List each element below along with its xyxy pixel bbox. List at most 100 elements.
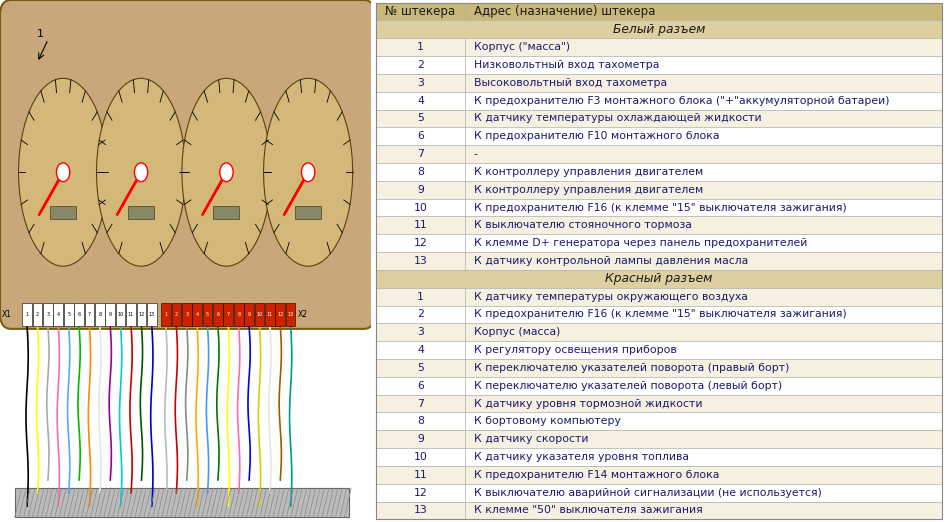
Bar bbox=[465, 466, 942, 484]
Bar bbox=[376, 74, 465, 92]
Bar bbox=[74, 303, 84, 326]
Bar bbox=[465, 430, 942, 448]
Bar bbox=[84, 303, 95, 326]
Bar bbox=[255, 303, 264, 326]
Bar bbox=[376, 38, 465, 56]
Bar bbox=[23, 303, 32, 326]
Text: Корпус (масса): Корпус (масса) bbox=[474, 327, 560, 337]
Text: К предохранителю F3 монтажного блока ("+"аккумуляторной батареи): К предохранителю F3 монтажного блока ("+… bbox=[474, 96, 889, 105]
Bar bbox=[376, 502, 465, 519]
Bar bbox=[376, 484, 465, 502]
Bar bbox=[376, 252, 465, 270]
Bar bbox=[376, 199, 465, 217]
Text: К клемме "50" выключателя зажигания: К клемме "50" выключателя зажигания bbox=[474, 505, 703, 516]
Bar bbox=[465, 181, 942, 199]
Bar bbox=[116, 303, 125, 326]
Bar bbox=[465, 448, 942, 466]
Text: Корпус ("масса"): Корпус ("масса") bbox=[474, 42, 570, 52]
Bar bbox=[147, 303, 156, 326]
Circle shape bbox=[57, 163, 70, 182]
Bar bbox=[276, 303, 285, 326]
Bar bbox=[465, 145, 942, 163]
Bar bbox=[376, 412, 465, 430]
Bar bbox=[213, 303, 223, 326]
Text: 10: 10 bbox=[117, 312, 124, 317]
Text: К предохранителю F16 (к клемме "15" выключателя зажигания): К предохранителю F16 (к клемме "15" выкл… bbox=[474, 203, 847, 212]
Bar bbox=[376, 395, 465, 412]
Text: 13: 13 bbox=[288, 312, 294, 317]
Bar bbox=[192, 303, 202, 326]
Bar bbox=[465, 323, 942, 341]
Text: 1: 1 bbox=[37, 29, 45, 39]
Text: 3: 3 bbox=[417, 78, 424, 88]
Text: 1: 1 bbox=[417, 292, 424, 302]
Bar bbox=[376, 359, 465, 377]
Text: 1: 1 bbox=[26, 312, 28, 317]
Bar bbox=[53, 303, 63, 326]
Text: 10: 10 bbox=[257, 312, 262, 317]
Text: К предохранителю F10 монтажного блока: К предохранителю F10 монтажного блока bbox=[474, 131, 719, 141]
Bar bbox=[376, 448, 465, 466]
Text: К предохранителю F16 (к клемме "15" выключателя зажигания): К предохранителю F16 (к клемме "15" выкл… bbox=[474, 310, 847, 319]
Bar bbox=[295, 206, 321, 219]
Text: 1: 1 bbox=[165, 312, 168, 317]
Text: 3: 3 bbox=[186, 312, 188, 317]
Text: 2: 2 bbox=[417, 310, 424, 319]
Bar bbox=[43, 303, 53, 326]
Bar bbox=[465, 217, 942, 234]
Text: 5: 5 bbox=[417, 363, 424, 373]
Text: 7: 7 bbox=[226, 312, 230, 317]
Text: 5: 5 bbox=[205, 312, 209, 317]
Text: К датчику скорости: К датчику скорости bbox=[474, 434, 588, 444]
Text: 6: 6 bbox=[417, 381, 424, 391]
Circle shape bbox=[301, 163, 314, 182]
Text: 12: 12 bbox=[138, 312, 145, 317]
Ellipse shape bbox=[182, 78, 271, 266]
Bar bbox=[376, 341, 465, 359]
Text: -: - bbox=[474, 149, 477, 159]
Text: К предохранителю F14 монтажного блока: К предохранителю F14 монтажного блока bbox=[474, 470, 719, 480]
Text: К выключателю аварийной сигнализации (не используется): К выключателю аварийной сигнализации (не… bbox=[474, 488, 822, 497]
Bar bbox=[376, 56, 465, 74]
Text: 7: 7 bbox=[417, 399, 424, 409]
Bar bbox=[136, 303, 146, 326]
Bar bbox=[234, 303, 243, 326]
Text: К клемме D+ генератора через панель предохранителей: К клемме D+ генератора через панель пред… bbox=[474, 238, 807, 248]
Text: 12: 12 bbox=[277, 312, 283, 317]
Bar bbox=[244, 303, 254, 326]
Text: 2: 2 bbox=[36, 312, 39, 317]
Bar bbox=[465, 110, 942, 127]
FancyBboxPatch shape bbox=[0, 0, 375, 329]
Ellipse shape bbox=[19, 78, 108, 266]
Bar bbox=[465, 92, 942, 110]
Bar bbox=[265, 303, 275, 326]
Text: 10: 10 bbox=[414, 452, 427, 462]
Circle shape bbox=[220, 163, 233, 182]
Bar bbox=[376, 181, 465, 199]
Text: 2: 2 bbox=[175, 312, 178, 317]
Bar bbox=[465, 484, 942, 502]
Text: К бортовому компьютеру: К бортовому компьютеру bbox=[474, 417, 620, 426]
Bar bbox=[465, 502, 942, 519]
Text: Низковольтный вход тахометра: Низковольтный вход тахометра bbox=[474, 60, 659, 70]
Text: К выключателю стояночного тормоза: К выключателю стояночного тормоза bbox=[474, 220, 691, 230]
Text: 10: 10 bbox=[414, 203, 427, 212]
Text: 8: 8 bbox=[98, 312, 101, 317]
Ellipse shape bbox=[263, 78, 352, 266]
Circle shape bbox=[134, 163, 148, 182]
Bar bbox=[465, 127, 942, 145]
Text: К переключателю указателей поворота (левый борт): К переключателю указателей поворота (лев… bbox=[474, 381, 782, 391]
Text: Белый разъем: Белый разъем bbox=[613, 23, 706, 36]
Bar bbox=[223, 303, 233, 326]
Text: 4: 4 bbox=[417, 345, 424, 355]
Text: X2: X2 bbox=[298, 310, 308, 319]
Bar bbox=[376, 305, 465, 323]
Text: 9: 9 bbox=[417, 185, 424, 195]
Bar bbox=[465, 359, 942, 377]
Text: 7: 7 bbox=[417, 149, 424, 159]
Text: 11: 11 bbox=[128, 312, 134, 317]
Bar bbox=[15, 488, 348, 517]
Text: К регулятору освещения приборов: К регулятору освещения приборов bbox=[474, 345, 676, 355]
Bar bbox=[465, 163, 942, 181]
Text: 13: 13 bbox=[414, 256, 427, 266]
